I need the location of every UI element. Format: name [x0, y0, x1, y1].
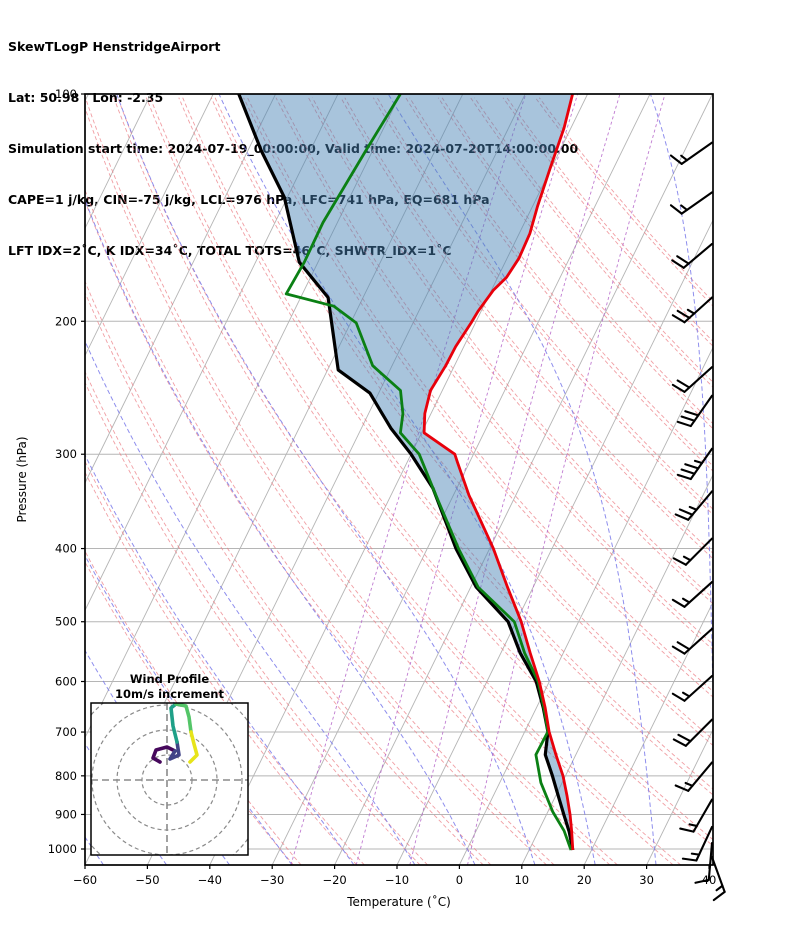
- wind-barb: [671, 366, 714, 393]
- temperature-profile-line: [422, 94, 575, 851]
- svg-text:900: 900: [55, 807, 77, 821]
- svg-text:−20: −20: [322, 873, 346, 887]
- x-axis-label: Temperature (˚C): [346, 894, 451, 909]
- dewpoint-profile-line: [284, 94, 573, 851]
- svg-text:1000: 1000: [48, 842, 77, 856]
- cape-cin-shading: [238, 94, 573, 850]
- wind-barb: [674, 490, 714, 521]
- svg-text:10: 10: [514, 873, 529, 887]
- wind-barbs: [669, 141, 726, 902]
- svg-text:800: 800: [55, 769, 77, 783]
- wind-barb: [676, 447, 714, 481]
- svg-text:−40: −40: [198, 873, 222, 887]
- svg-text:0: 0: [456, 873, 463, 887]
- svg-text:−10: −10: [385, 873, 409, 887]
- indices-line-1: CAPE=1 j/kg, CIN=-75 j/kg, LCL=976 hPa, …: [8, 192, 490, 207]
- parcel-profile-line: [237, 94, 575, 851]
- y-axis-label: Pressure (hPa): [15, 436, 29, 522]
- svg-text:200: 200: [55, 314, 77, 328]
- wind-barb: [671, 242, 714, 269]
- svg-text:300: 300: [55, 447, 77, 461]
- wind-barb: [676, 394, 714, 428]
- svg-text:500: 500: [55, 615, 77, 629]
- wind-barb: [672, 718, 714, 747]
- moist-adiabats: [85, 94, 713, 865]
- wind-barb: [671, 674, 714, 702]
- svg-text:100: 100: [55, 87, 77, 101]
- wind-barb: [674, 761, 714, 792]
- wind-barb: [672, 537, 714, 566]
- wind-barb: [671, 627, 714, 655]
- wind-barb: [679, 798, 714, 833]
- svg-text:30: 30: [639, 873, 654, 887]
- wind-barb: [694, 841, 714, 884]
- hodograph-trace-segment: [151, 745, 177, 764]
- svg-text:700: 700: [55, 725, 77, 739]
- dry-adiabats: [85, 97, 713, 865]
- wind-barb: [671, 296, 714, 324]
- wind-barb: [710, 856, 726, 902]
- hodograph-title-line2: 10m/s increment: [115, 687, 224, 701]
- svg-text:−50: −50: [135, 873, 159, 887]
- plot-border: [84, 93, 714, 866]
- hodograph-trace-segment: [174, 703, 193, 734]
- svg-text:600: 600: [55, 675, 77, 689]
- svg-text:−60: −60: [73, 873, 97, 887]
- plot-area: [85, 94, 713, 865]
- svg-text:400: 400: [55, 542, 77, 556]
- axis-ticks-and-labels: −60 −50 −40 −30 −20 −10 0 10 20 30 401002003004005…: [15, 87, 716, 909]
- hodograph-trace-segment: [169, 703, 179, 744]
- hodograph-title-line1: Wind Profile: [130, 672, 210, 686]
- svg-text:−30: −30: [260, 873, 284, 887]
- hodograph-border: [90, 702, 249, 856]
- wind-barb: [681, 825, 714, 862]
- wind-barb: [669, 141, 714, 165]
- wind-barb: [671, 580, 714, 608]
- chart-title: SkewTLogP HenstridgeAirport: [8, 39, 221, 54]
- svg-text:20: 20: [577, 873, 592, 887]
- hodograph-trace-segment: [188, 730, 199, 764]
- wind-barb: [669, 191, 714, 215]
- hodograph-trace-segment: [168, 740, 181, 761]
